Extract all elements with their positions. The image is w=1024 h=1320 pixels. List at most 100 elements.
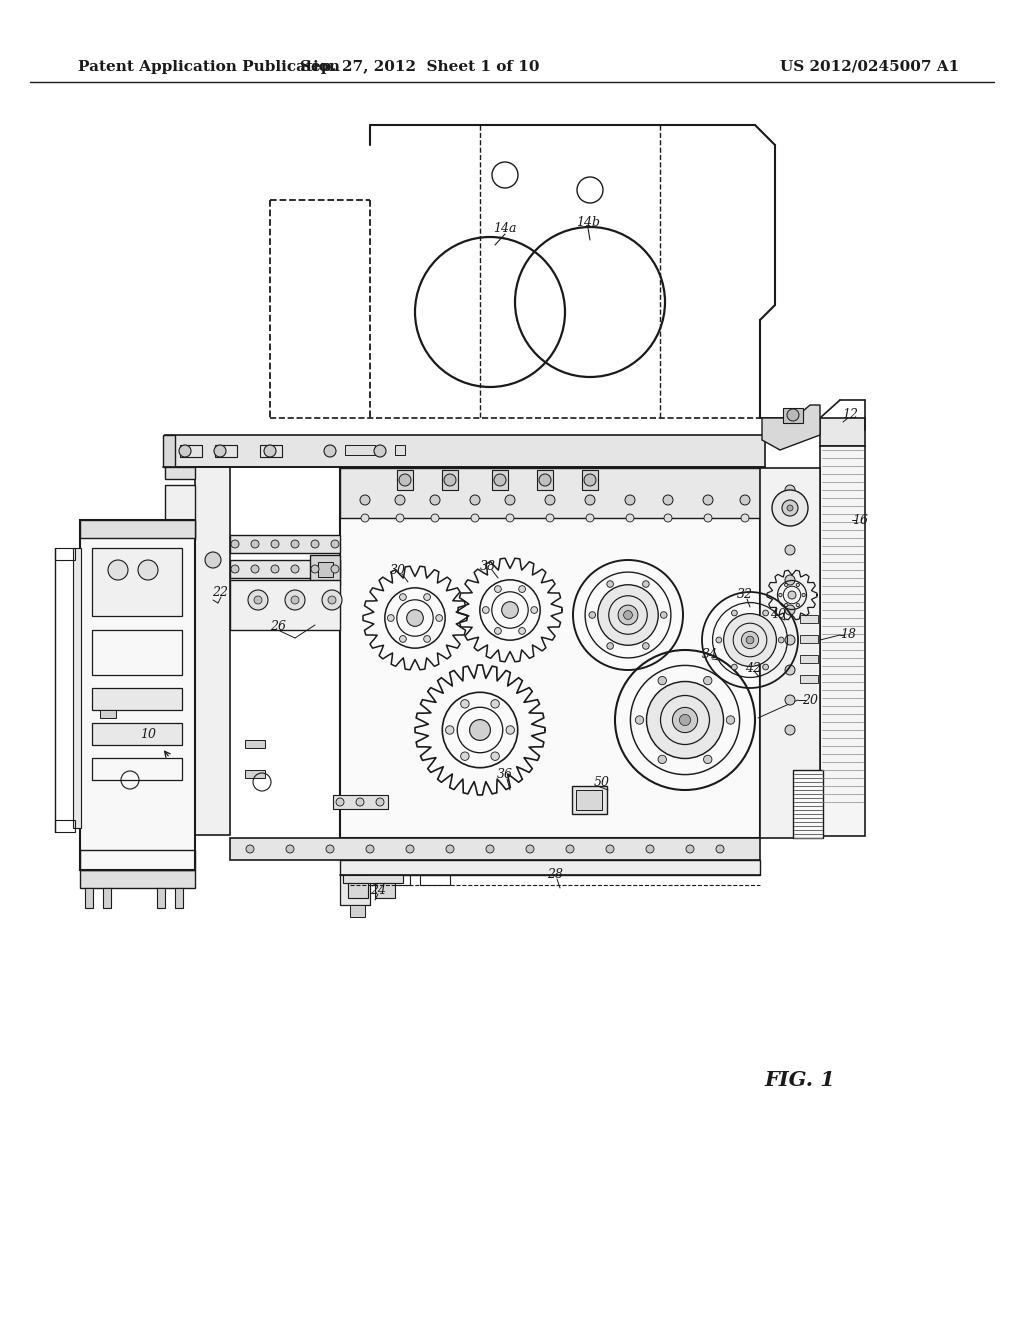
Circle shape <box>336 799 344 807</box>
Bar <box>80 850 195 870</box>
Bar <box>195 467 230 836</box>
Circle shape <box>660 611 667 618</box>
Circle shape <box>506 726 514 734</box>
Bar <box>163 436 175 467</box>
Circle shape <box>646 845 654 853</box>
Circle shape <box>778 638 784 643</box>
Circle shape <box>772 490 808 525</box>
Bar <box>165 484 195 540</box>
Circle shape <box>606 845 614 853</box>
Circle shape <box>784 603 787 607</box>
Circle shape <box>461 752 469 760</box>
Circle shape <box>490 700 500 708</box>
Circle shape <box>746 636 754 644</box>
Circle shape <box>482 607 489 614</box>
Bar <box>318 562 333 577</box>
Circle shape <box>331 540 339 548</box>
Circle shape <box>625 495 635 506</box>
Circle shape <box>763 610 768 616</box>
Circle shape <box>231 565 239 573</box>
Circle shape <box>782 500 798 516</box>
Bar <box>582 470 598 490</box>
Bar <box>793 770 823 838</box>
Circle shape <box>589 611 596 618</box>
Circle shape <box>446 845 454 853</box>
Circle shape <box>251 540 259 548</box>
Circle shape <box>286 845 294 853</box>
Circle shape <box>470 495 480 506</box>
Circle shape <box>502 602 518 618</box>
Text: 20: 20 <box>802 693 818 706</box>
Bar <box>80 870 195 888</box>
Circle shape <box>399 635 407 643</box>
Circle shape <box>324 445 336 457</box>
Bar <box>92 548 182 616</box>
Bar <box>310 554 340 585</box>
Bar <box>820 418 865 446</box>
Circle shape <box>703 676 712 685</box>
Bar <box>230 560 340 578</box>
Bar <box>492 470 508 490</box>
Circle shape <box>618 605 638 624</box>
Bar <box>92 723 182 744</box>
Circle shape <box>505 495 515 506</box>
Bar <box>800 615 818 623</box>
Circle shape <box>494 474 506 486</box>
Bar <box>397 470 413 490</box>
Circle shape <box>741 513 749 521</box>
Circle shape <box>406 845 414 853</box>
Text: 40: 40 <box>770 609 786 622</box>
Circle shape <box>797 603 800 607</box>
Circle shape <box>264 445 276 457</box>
Circle shape <box>635 715 644 725</box>
Circle shape <box>519 627 525 635</box>
Text: 10: 10 <box>140 729 156 742</box>
Circle shape <box>331 565 339 573</box>
Bar <box>245 741 265 748</box>
Circle shape <box>703 495 713 506</box>
Circle shape <box>778 594 782 597</box>
Circle shape <box>643 581 649 587</box>
Circle shape <box>374 445 386 457</box>
Circle shape <box>322 590 342 610</box>
Bar <box>350 906 365 917</box>
Text: 24: 24 <box>370 883 386 896</box>
Circle shape <box>138 560 158 579</box>
Circle shape <box>231 540 239 548</box>
Circle shape <box>519 586 525 593</box>
Circle shape <box>785 665 795 675</box>
Circle shape <box>424 594 430 601</box>
Circle shape <box>663 495 673 506</box>
Circle shape <box>399 594 407 601</box>
Circle shape <box>626 513 634 521</box>
Circle shape <box>785 515 795 525</box>
Bar <box>800 635 818 643</box>
Circle shape <box>530 607 538 614</box>
Circle shape <box>246 845 254 853</box>
Circle shape <box>788 591 796 599</box>
Circle shape <box>108 560 128 579</box>
Bar <box>348 883 368 898</box>
Bar <box>92 758 182 780</box>
Circle shape <box>461 700 469 708</box>
Circle shape <box>291 565 299 573</box>
Circle shape <box>585 495 595 506</box>
Circle shape <box>679 714 690 726</box>
Circle shape <box>673 708 697 733</box>
Bar <box>820 446 865 836</box>
Bar <box>345 445 375 455</box>
Circle shape <box>785 725 795 735</box>
Circle shape <box>703 755 712 763</box>
Circle shape <box>724 614 776 667</box>
Circle shape <box>444 474 456 486</box>
Circle shape <box>424 635 430 643</box>
Circle shape <box>291 540 299 548</box>
Circle shape <box>802 594 805 597</box>
Bar <box>340 469 760 517</box>
Circle shape <box>658 676 667 685</box>
Circle shape <box>445 726 454 734</box>
Bar <box>55 820 75 832</box>
Circle shape <box>356 799 364 807</box>
Bar <box>175 888 183 908</box>
Circle shape <box>566 845 574 853</box>
